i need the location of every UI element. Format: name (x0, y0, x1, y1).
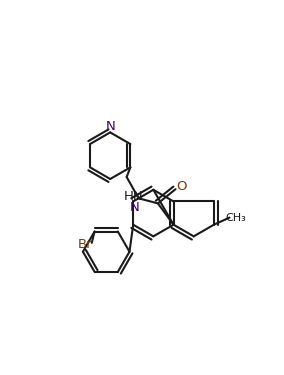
Text: CH₃: CH₃ (225, 213, 246, 223)
Text: N: N (105, 120, 115, 133)
Text: HN: HN (124, 190, 143, 203)
Text: O: O (176, 180, 186, 194)
Text: N: N (130, 201, 139, 214)
Text: Br: Br (77, 238, 92, 251)
